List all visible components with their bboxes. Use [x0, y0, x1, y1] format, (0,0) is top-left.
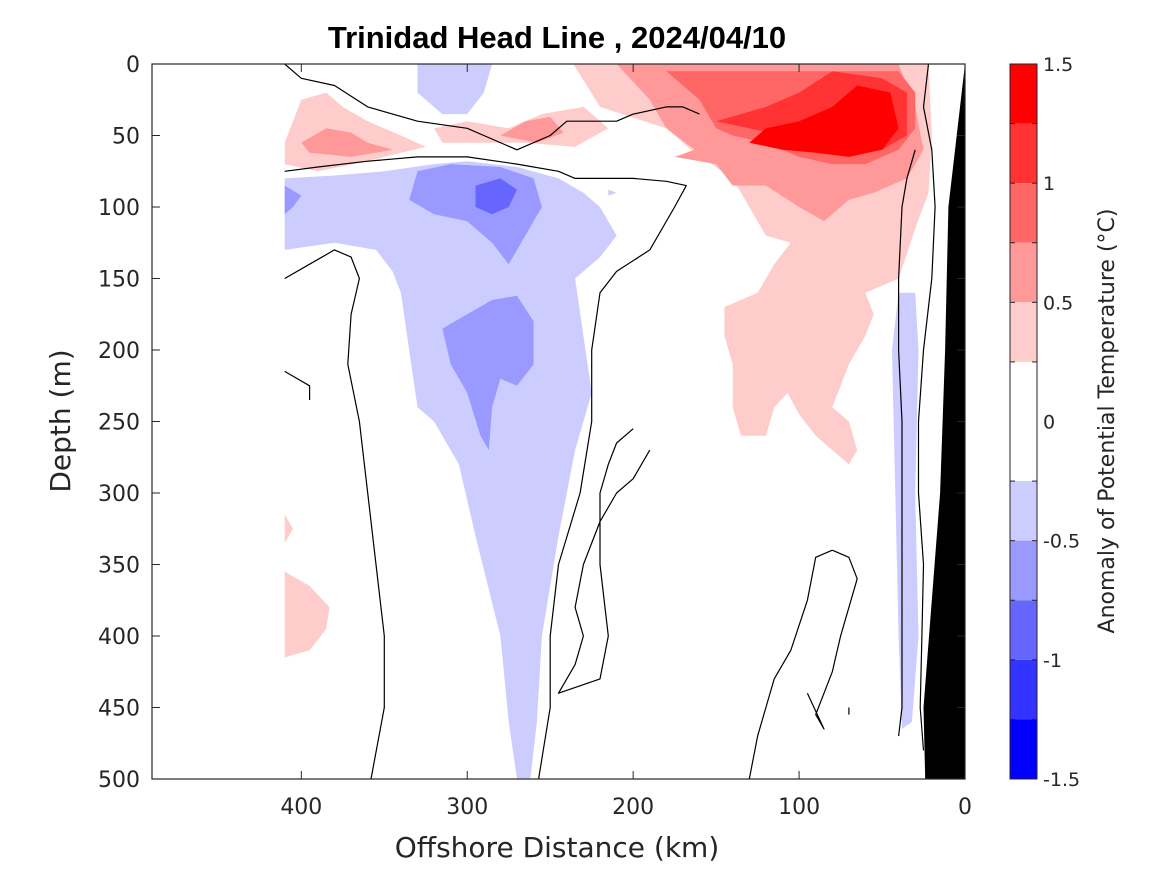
colorbar-swatch — [1010, 361, 1037, 482]
region-cool-shelf — [892, 292, 919, 729]
colorbar-frame — [1009, 63, 1038, 780]
colorbar-tick-label: 1.5 — [1043, 54, 1073, 76]
colorbar-label: Anomaly of Potential Temperature (°C) — [1095, 209, 1120, 634]
x-tick-label: 100 — [778, 795, 820, 820]
y-tick-label: 250 — [98, 411, 140, 436]
x-tick-label: 200 — [612, 795, 654, 820]
region-cool-mid — [442, 295, 534, 451]
x-tick-label: 0 — [958, 795, 972, 820]
colorbar-tick-label: -0.5 — [1043, 531, 1080, 553]
contour-east-loop — [806, 549, 858, 730]
colorbar-ticks: 1.5 1 0.5 0 -0.5 -1 -1.5 — [1010, 54, 1080, 791]
contour-surface-lens — [284, 64, 700, 151]
colorbar-swatch — [1010, 600, 1037, 660]
x-axis-label: Offshore Distance (km) — [395, 831, 720, 864]
seafloor-layer — [923, 64, 965, 779]
y-axis-label: Depth (m) — [44, 349, 77, 492]
contour-upper-tongue — [284, 156, 687, 779]
colorbar-swatch — [1010, 64, 1037, 124]
y-tick-label: 0 — [126, 53, 140, 78]
y-tick-label: 50 — [112, 125, 140, 150]
colorbar-swatch — [1010, 123, 1037, 184]
y-axis: 0 50 100 150 200 250 300 350 400 450 500 — [98, 53, 965, 793]
region-warm-deep-patch — [284, 571, 330, 658]
region-cool-west-edge — [284, 185, 302, 215]
colorbar: 1.5 1 0.5 0 -0.5 -1 -1.5 Anomaly of Potential … — [1009, 54, 1120, 791]
colorbar-swatch — [1010, 242, 1037, 303]
contour-east-deep — [748, 549, 833, 779]
y-tick-label: 100 — [98, 196, 140, 221]
colorbar-tick-label: 0.5 — [1043, 292, 1073, 314]
colorbar-tick-label: -1.5 — [1043, 769, 1080, 791]
y-tick-label: 300 — [98, 482, 140, 507]
x-axis: 400 300 200 100 0 — [280, 64, 972, 820]
region-cool-tongue-1 — [475, 178, 517, 215]
colorbar-swatch — [1010, 659, 1037, 720]
y-tick-label: 350 — [98, 554, 140, 579]
y-tick-label: 400 — [98, 625, 140, 650]
contour-shelf-west — [897, 149, 916, 737]
y-tick-label: 500 — [98, 768, 140, 793]
colorbar-swatch — [1010, 719, 1037, 779]
contour-mid-deep — [557, 428, 651, 694]
contour-lines — [284, 64, 936, 779]
colorbar-swatches — [1010, 64, 1037, 779]
x-tick-label: 300 — [446, 795, 488, 820]
contour-west-deep — [284, 249, 385, 779]
y-tick-label: 150 — [98, 268, 140, 293]
chart-title: Trinidad Head Line , 2024/04/10 — [328, 20, 786, 55]
region-cool-tongue — [284, 161, 617, 779]
colorbar-swatch — [1010, 302, 1037, 362]
region-cool-spot — [608, 189, 617, 196]
region-warm-lens-west-07 — [301, 128, 393, 157]
region-warm-deep-edge — [284, 514, 293, 543]
contour-shelf-east — [917, 64, 936, 751]
filled-contours — [284, 64, 932, 779]
region-warm-core-15 — [749, 85, 899, 157]
y-tick-label: 450 — [98, 697, 140, 722]
contour-west-edge — [284, 370, 311, 400]
y-tick-label: 200 — [98, 339, 140, 364]
colorbar-swatch — [1010, 540, 1037, 601]
seafloor — [923, 64, 965, 779]
colorbar-tick-label: 1 — [1043, 173, 1055, 195]
region-cool-surface — [417, 64, 493, 115]
colorbar-swatch — [1010, 183, 1037, 243]
colorbar-swatch — [1010, 481, 1037, 541]
plot-area — [151, 63, 966, 780]
colorbar-tick-label: -1 — [1043, 650, 1062, 672]
colorbar-tick-label: 0 — [1043, 412, 1055, 434]
x-tick-label: 400 — [280, 795, 322, 820]
